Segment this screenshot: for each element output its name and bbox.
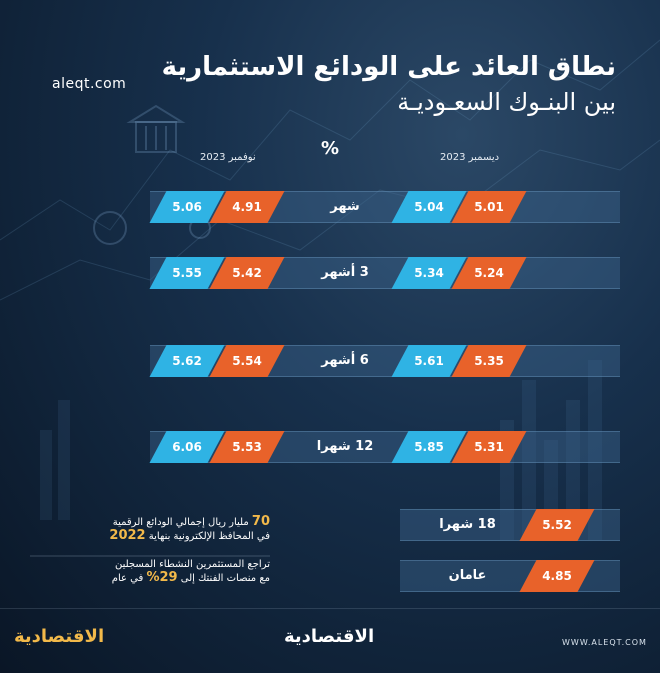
column-header-nov: نوفمبر 2023	[200, 152, 256, 163]
value-nov-high: 5.62	[172, 354, 202, 368]
value-dec-high: 5.85	[414, 440, 444, 454]
value-dec-high: 5.04	[414, 200, 444, 214]
footer-divider	[0, 608, 660, 609]
note-deposits: 70 مليار ريال إجمالي الودائع الرقمية في …	[10, 515, 270, 543]
row-label: شهر	[330, 199, 360, 214]
value-nov-low: 5.42	[232, 266, 262, 280]
value-dec-low: 5.35	[474, 354, 504, 368]
value-dec-high: 5.34	[414, 266, 444, 280]
single-row-label: عامان	[448, 568, 487, 583]
footer-brand-left: الاقتصادية	[14, 626, 105, 647]
value-dec-low: 5.01	[474, 200, 504, 214]
row-label: 3 أشهر	[321, 265, 369, 280]
single-row-label: 18 شهرا	[439, 517, 496, 532]
value-dec-low: 5.24	[474, 266, 504, 280]
chart-subtitle: بين البنـوك السعـوديـة	[397, 88, 616, 116]
note-investors-percent: 29%	[146, 570, 178, 585]
footer-brand-center: الاقتصادية	[284, 626, 375, 647]
site-url: aleqt.com	[52, 76, 127, 92]
note-deposits-line1: مليار ريال إجمالي الودائع الرقمية	[112, 517, 249, 528]
value-dec-low: 5.31	[474, 440, 504, 454]
note-deposits-year: 2022	[109, 528, 146, 543]
row-label: 6 أشهر	[321, 353, 369, 368]
value-nov-high: 5.55	[172, 266, 202, 280]
value-single: 5.52	[542, 518, 572, 532]
value-nov-high: 5.06	[172, 200, 202, 214]
value-single: 4.85	[542, 569, 572, 583]
note-deposits-line2: في المحافظ الإلكترونية بنهاية	[148, 531, 270, 542]
note-investors: تراجع المستثمرين النشطاء المسجلين مع منص…	[10, 558, 270, 585]
column-header-dec: ديسمبر 2023	[440, 152, 500, 163]
value-nov-high: 6.06	[172, 440, 202, 454]
row-label: 12 شهرا	[316, 439, 374, 454]
chart-title: نطاق العائد على الودائع الاستثمارية	[161, 52, 616, 82]
unit-label: %	[321, 138, 340, 159]
note-investors-line1: تراجع المستثمرين النشطاء المسجلين	[114, 559, 270, 570]
value-nov-low: 4.91	[232, 200, 262, 214]
note-investors-suffix: في عام	[111, 573, 144, 584]
note-deposits-amount: 70	[251, 514, 270, 529]
footer-site: WWW.ALEQT.COM	[562, 638, 647, 647]
value-nov-low: 5.54	[232, 354, 262, 368]
note-investors-line2: مع منصات الفنتك إلى	[180, 573, 270, 584]
value-nov-low: 5.53	[232, 440, 262, 454]
value-dec-high: 5.61	[414, 354, 444, 368]
